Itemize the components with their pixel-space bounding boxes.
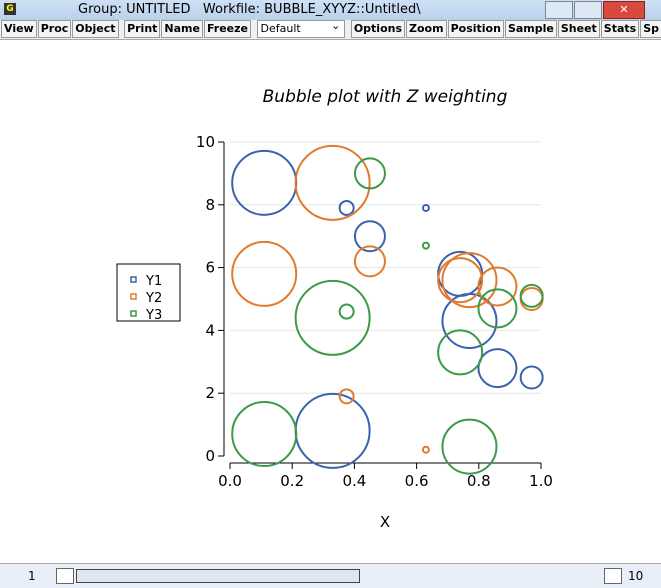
x-tick-label: 0.2 xyxy=(280,472,304,490)
bubble xyxy=(437,329,484,376)
window-title: Group: UNTITLED Workfile: BUBBLE_XYYZ::U… xyxy=(78,2,421,17)
y-tick-label: 2 xyxy=(205,384,215,402)
separator xyxy=(252,20,256,39)
window-icon: G xyxy=(4,3,16,15)
x-tick-label: 0.6 xyxy=(405,472,429,490)
separator xyxy=(120,20,124,39)
y-tick-label: 6 xyxy=(205,259,215,277)
bubble xyxy=(294,144,371,221)
legend-swatch xyxy=(130,293,137,300)
x-tick-label: 1.0 xyxy=(529,472,553,490)
toolbar: View Proc Object Print Name Freeze Default ⌄ Opt… xyxy=(0,19,661,40)
toolbar-button[interactable]: Object xyxy=(72,20,119,38)
bubble xyxy=(353,157,386,190)
toolbar-button[interactable]: View xyxy=(1,20,37,38)
start-obs: 1 xyxy=(28,569,36,583)
bubble xyxy=(437,257,484,304)
scroll-left[interactable] xyxy=(56,568,74,584)
bubble xyxy=(421,203,430,212)
toolbar-button[interactable]: Sheet xyxy=(557,20,600,38)
y-tick-label: 4 xyxy=(205,321,215,339)
toolbar-button[interactable]: Stats xyxy=(600,20,640,38)
bubble xyxy=(477,266,518,307)
bubble xyxy=(477,348,518,389)
bubble xyxy=(338,303,355,320)
bubble xyxy=(519,283,544,308)
legend-label: Y2 xyxy=(145,291,162,306)
scroll-right[interactable] xyxy=(604,568,622,584)
y-tick-label: 0 xyxy=(205,447,215,465)
chart-title: Bubble plot with Z weighting xyxy=(263,87,508,107)
y-tick-label: 10 xyxy=(196,133,215,151)
toolbar-button[interactable]: Proc xyxy=(37,20,72,38)
x-axis-label: X xyxy=(380,513,390,531)
bubble xyxy=(477,288,518,329)
toolbar-button[interactable]: Sp xyxy=(640,20,661,38)
bubble xyxy=(294,279,371,356)
y-tick-label: 8 xyxy=(205,196,215,214)
bubble xyxy=(421,445,430,454)
legend-label: Y1 xyxy=(145,274,162,289)
legend-swatch xyxy=(130,310,137,317)
minimize-button[interactable] xyxy=(545,1,573,19)
x-tick-label: 0.4 xyxy=(342,472,366,490)
toolbar-button[interactable]: Options xyxy=(350,20,406,38)
bubble xyxy=(231,401,298,468)
end-obs: 10 xyxy=(628,569,644,583)
bubble xyxy=(231,240,298,307)
legend-label: Y3 xyxy=(145,308,162,323)
bubble xyxy=(294,392,371,469)
bubble xyxy=(338,388,355,405)
bubble xyxy=(441,292,498,349)
title-bar: G Group: UNTITLED Workfile: BUBBLE_XYYZ:… xyxy=(0,0,661,20)
toolbar-button[interactable]: Name xyxy=(161,20,203,38)
view-dropdown[interactable]: Default ⌄ xyxy=(256,19,346,38)
legend-box xyxy=(116,263,181,322)
bubble xyxy=(353,220,386,253)
toolbar-button[interactable]: Sample xyxy=(504,20,557,38)
separator xyxy=(346,20,350,39)
dropdown-arrow: ⌄ xyxy=(331,19,341,32)
bubble xyxy=(519,365,544,390)
toolbar-button[interactable]: Freeze xyxy=(203,20,252,38)
status-bar: 1 10 xyxy=(0,563,661,588)
chart: Bubble plot with Z weighting X 0 2 4 6 8 10 0.0 0… xyxy=(116,87,553,531)
toolbar-button[interactable]: Position xyxy=(447,20,504,38)
bubble xyxy=(441,252,498,309)
maximize-button[interactable] xyxy=(574,1,602,19)
close-button[interactable]: ✕ xyxy=(603,1,645,19)
toolbar-button[interactable]: Print xyxy=(124,20,161,38)
x-tick-label: 0.8 xyxy=(467,472,491,490)
toolbar-button[interactable]: Zoom xyxy=(406,20,447,38)
bubble xyxy=(338,199,355,216)
bubble xyxy=(441,418,498,475)
scrollbar[interactable] xyxy=(76,569,360,583)
bubble xyxy=(353,245,386,278)
x-tick-label: 0.0 xyxy=(218,472,242,490)
bubble xyxy=(421,241,430,250)
legend-swatch xyxy=(130,276,137,283)
